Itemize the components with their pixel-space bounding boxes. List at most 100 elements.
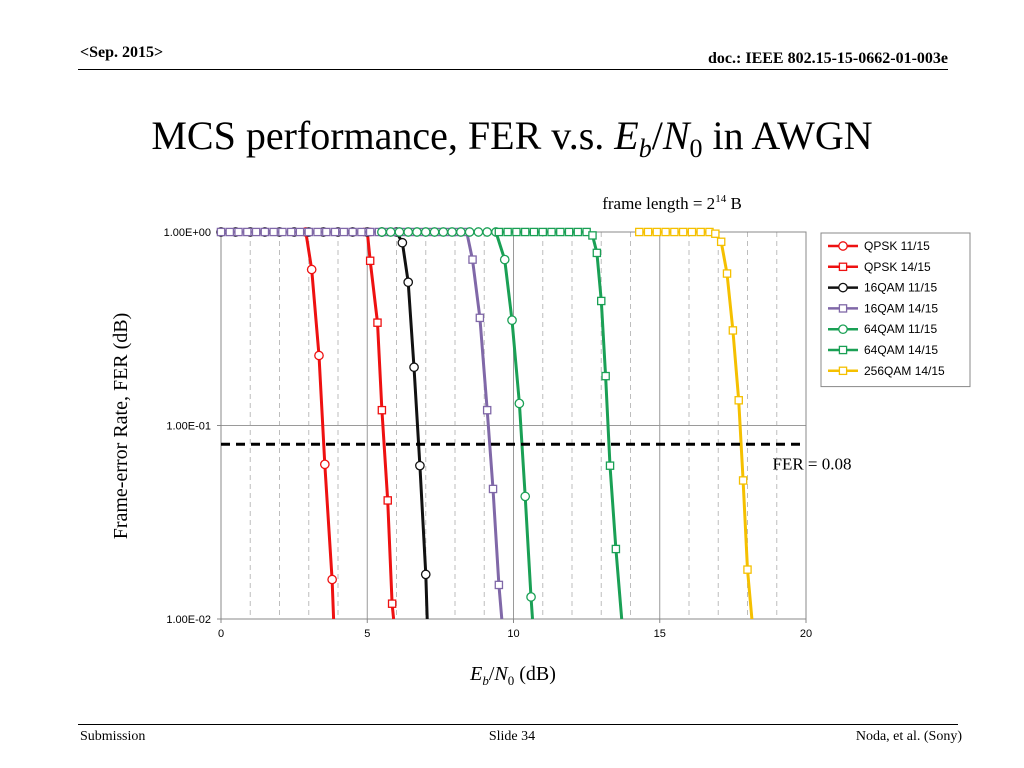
series-64qam-14-15 (494, 227, 624, 620)
data-point (597, 296, 606, 306)
legend-item: 16QAM 14/15 (828, 301, 938, 315)
data-point (455, 227, 466, 237)
threshold: FER = 0.08 (221, 442, 852, 473)
data-point (722, 269, 732, 278)
data-point (696, 227, 705, 237)
legend-item: QPSK 14/15 (828, 260, 931, 274)
legend-item: QPSK 11/15 (828, 239, 930, 253)
legend-label: 256QAM 14/15 (864, 364, 945, 378)
data-point (365, 256, 375, 266)
data-point (403, 227, 414, 237)
threshold-label: FER = 0.08 (772, 454, 851, 473)
data-point (652, 227, 662, 237)
legend-marker (838, 282, 848, 293)
data-point (339, 227, 349, 237)
legend-item: 16QAM 11/15 (828, 281, 937, 295)
footer-slide-number: Slide 34 (488, 729, 536, 744)
data-point (420, 227, 431, 237)
data-point (464, 227, 475, 237)
data-point (514, 398, 525, 409)
chart-subtitle: frame length = 214 B (602, 193, 742, 213)
y-tick-label: 1.00E-02 (166, 614, 211, 626)
x-axis-label: Eb/N0 (dB) (469, 663, 556, 688)
data-point (499, 254, 510, 265)
data-point (269, 227, 278, 237)
data-point (556, 227, 565, 237)
data-point (327, 574, 337, 585)
y-tick-label: 1.00E-01 (166, 421, 211, 433)
legend-marker (838, 304, 848, 313)
data-point (251, 227, 261, 237)
data-point (377, 227, 387, 237)
data-point (403, 277, 414, 288)
data-point (394, 227, 405, 237)
legend-label: 16QAM 14/15 (864, 301, 938, 315)
data-point (348, 227, 357, 237)
series-qpsk-14-15 (362, 227, 397, 620)
data-point (743, 565, 752, 574)
data-point (643, 227, 653, 237)
data-point (216, 227, 226, 237)
footer-submission: Submission (80, 729, 146, 744)
data-point (538, 227, 548, 237)
data-point (330, 227, 340, 237)
data-point (601, 371, 610, 381)
chart-grid (221, 232, 806, 619)
data-point (503, 227, 512, 237)
data-point (260, 227, 270, 237)
data-point (592, 248, 602, 258)
data-point (412, 227, 422, 237)
data-point (322, 227, 331, 237)
y-tick-label: 1.00E+00 (164, 227, 211, 239)
data-point (420, 569, 431, 580)
legend-marker (838, 366, 848, 376)
data-point (409, 362, 419, 373)
legend-label: 16QAM 11/15 (864, 281, 937, 295)
data-point (278, 227, 287, 237)
y-axis-label: Frame-error Rate, FER (dB) (110, 313, 132, 540)
data-point (286, 227, 296, 237)
legend-label: 64QAM 11/15 (864, 322, 937, 336)
x-tick-label: 15 (654, 628, 666, 640)
data-point (611, 544, 621, 554)
legend-label: QPSK 14/15 (864, 260, 931, 274)
data-point (387, 599, 397, 608)
data-point (429, 227, 440, 237)
data-point (512, 227, 521, 237)
data-point (728, 326, 738, 335)
header-date: <Sep. 2015> (80, 44, 164, 61)
footer-authors: Noda, et al. (Sony) (855, 729, 962, 744)
legend-label: QPSK 11/15 (864, 239, 930, 253)
data-point (738, 476, 748, 485)
data-point (526, 592, 536, 602)
data-point (357, 227, 366, 237)
legend-item: 256QAM 14/15 (828, 364, 945, 378)
data-point (734, 396, 743, 405)
header-divider (78, 69, 948, 70)
data-point (635, 227, 644, 237)
data-point (529, 227, 539, 237)
data-point (377, 405, 387, 415)
data-point (711, 229, 720, 238)
data-point (494, 227, 504, 237)
data-point (716, 237, 726, 247)
data-point (488, 484, 498, 494)
series-64qam-11-15 (377, 227, 536, 620)
data-point (482, 405, 492, 415)
data-point (243, 227, 252, 237)
data-point (678, 227, 688, 237)
data-point (573, 227, 583, 237)
data-point (520, 491, 531, 502)
legend-marker (838, 345, 848, 355)
data-point (468, 255, 477, 264)
legend-item: 64QAM 14/15 (828, 343, 938, 357)
legend-marker (838, 262, 848, 272)
data-point (383, 496, 392, 505)
data-point (365, 227, 375, 237)
x-tick-label: 10 (507, 628, 519, 640)
data-point (507, 315, 517, 326)
data-point (520, 227, 530, 237)
data-point (482, 227, 493, 237)
header-document-id: doc.: IEEE 802.15-15-0662-01-003e (708, 50, 948, 67)
data-point (385, 227, 396, 237)
